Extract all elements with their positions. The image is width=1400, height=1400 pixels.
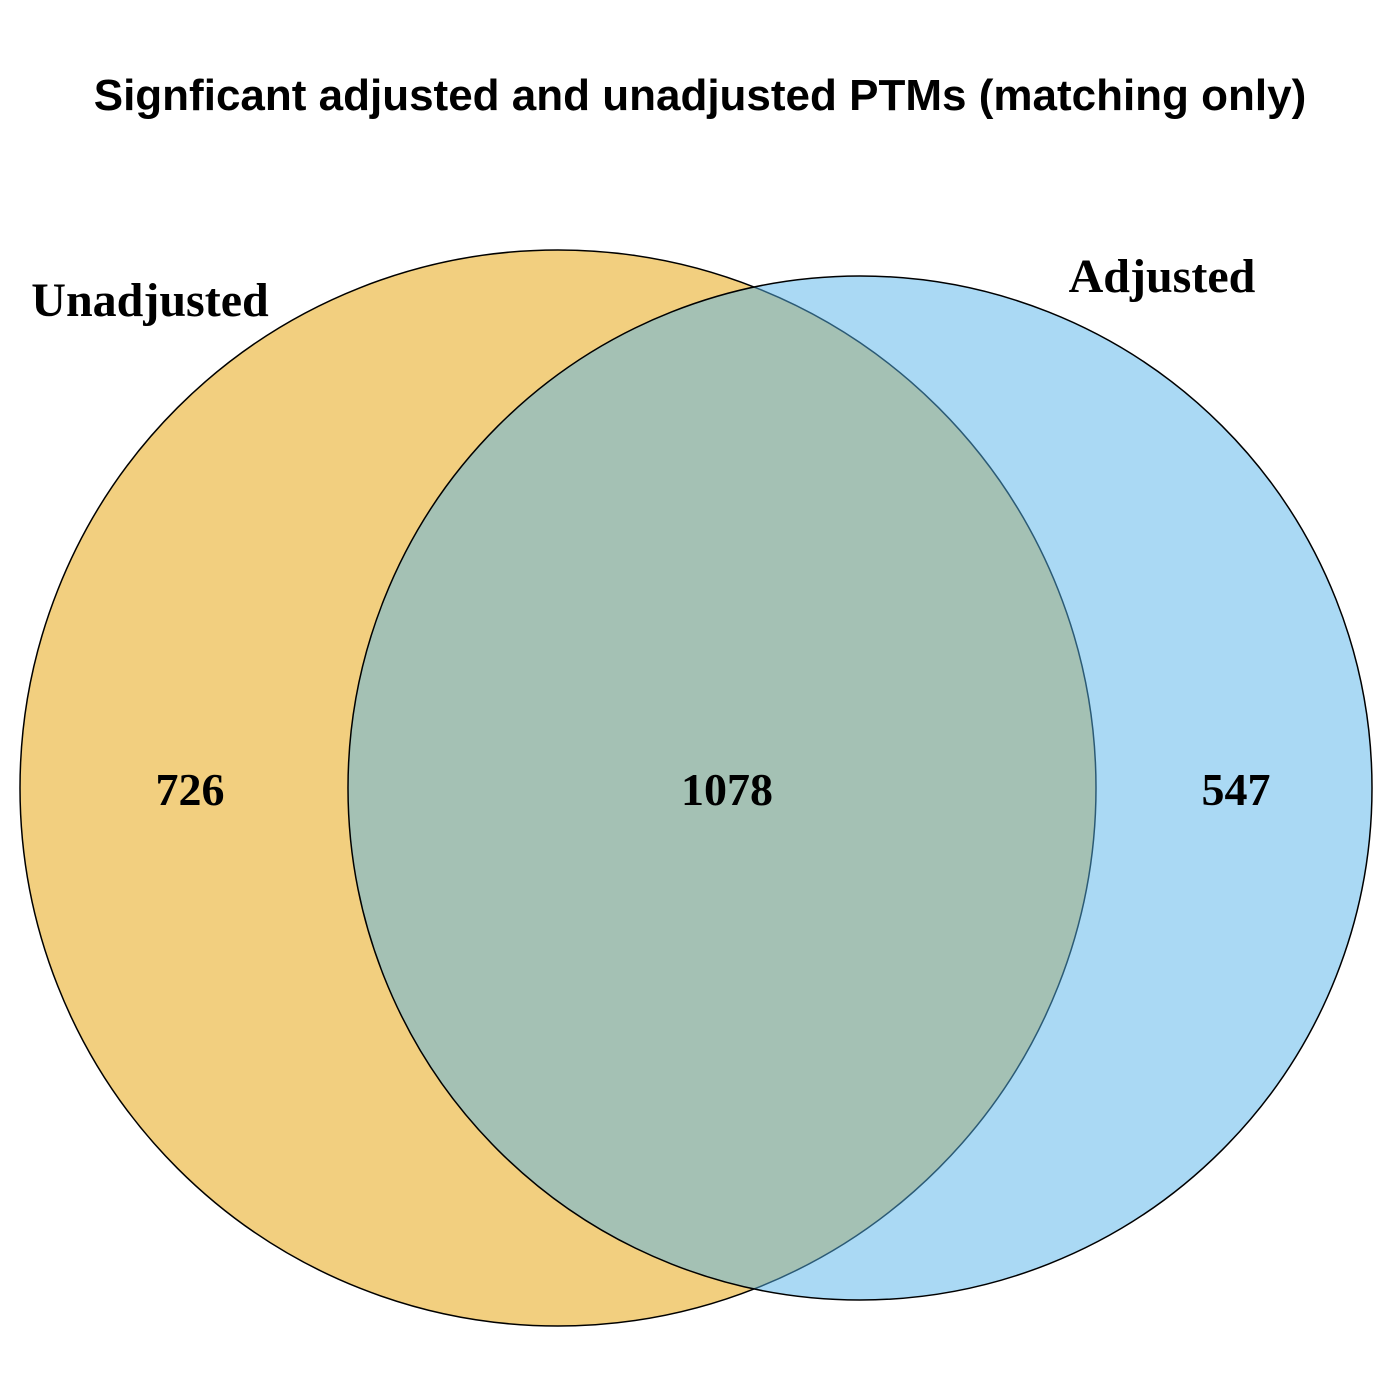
chart-title: Signficant adjusted and unadjusted PTMs …	[94, 71, 1307, 120]
adjusted-only-count: 547	[1202, 764, 1271, 815]
intersection-count: 1078	[681, 764, 773, 815]
adjusted-set-label: Adjusted	[1069, 250, 1256, 303]
unadjusted-set-label: Unadjusted	[31, 274, 269, 327]
adjusted-set-circle	[347, 275, 1373, 1301]
unadjusted-only-count: 726	[156, 764, 225, 815]
